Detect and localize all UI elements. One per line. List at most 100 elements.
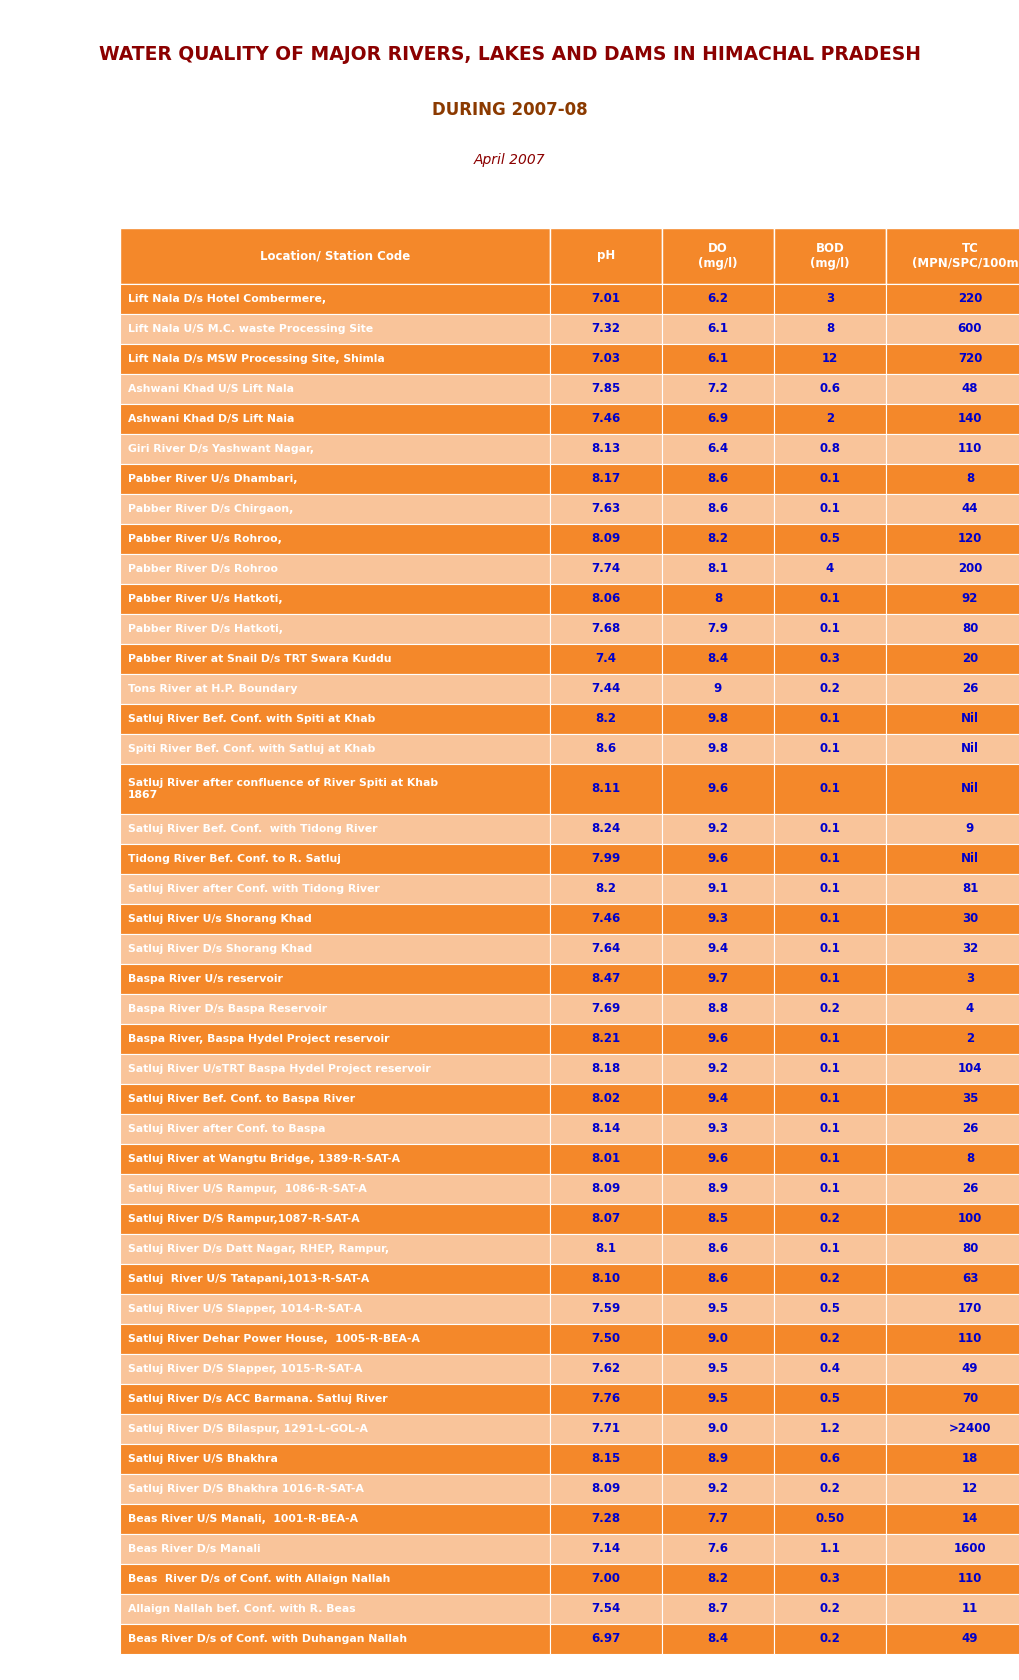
Text: 7.01: 7.01 [591, 292, 620, 306]
Text: 35: 35 [961, 1092, 977, 1105]
Text: Lift Nala U/S M.C. waste Processing Site: Lift Nala U/S M.C. waste Processing Site [127, 324, 373, 334]
Bar [773, 1354, 886, 1384]
Text: 8.2: 8.2 [707, 533, 728, 546]
Text: 9.7: 9.7 [707, 973, 728, 986]
Text: 7.62: 7.62 [591, 1362, 620, 1376]
Text: 7.6: 7.6 [707, 1542, 728, 1556]
Text: 7.14: 7.14 [591, 1542, 620, 1556]
Text: 8.02: 8.02 [591, 1092, 620, 1105]
Bar [549, 1053, 661, 1084]
Bar [549, 585, 661, 613]
Bar [661, 964, 773, 995]
Text: 7.46: 7.46 [591, 912, 620, 926]
Bar [773, 704, 886, 734]
Text: 9.6: 9.6 [707, 852, 728, 865]
Text: 0.2: 0.2 [818, 682, 840, 696]
Bar [886, 433, 1019, 464]
Bar [886, 1384, 1019, 1415]
Text: 8.2: 8.2 [595, 882, 615, 895]
Text: 0.3: 0.3 [818, 1572, 840, 1586]
Text: 8.14: 8.14 [591, 1122, 620, 1136]
Bar [549, 433, 661, 464]
Text: 0.1: 0.1 [818, 942, 840, 956]
Bar [549, 403, 661, 433]
Bar [773, 1053, 886, 1084]
Bar [661, 1174, 773, 1205]
Bar [120, 554, 549, 585]
Bar [886, 964, 1019, 995]
Bar [120, 674, 549, 704]
Bar [661, 704, 773, 734]
Text: 9.3: 9.3 [707, 912, 728, 926]
Text: 20: 20 [961, 652, 977, 665]
Text: 9.8: 9.8 [707, 743, 728, 756]
Bar [661, 1445, 773, 1473]
Bar [661, 1354, 773, 1384]
Bar [661, 815, 773, 843]
Text: Lift Nala D/s MSW Processing Site, Shimla: Lift Nala D/s MSW Processing Site, Shiml… [127, 354, 384, 365]
Bar [661, 1594, 773, 1625]
Text: 9.2: 9.2 [707, 1482, 728, 1495]
Bar [773, 1564, 886, 1594]
Bar [773, 1025, 886, 1053]
Bar [661, 643, 773, 674]
Bar [549, 1263, 661, 1294]
Bar [886, 1235, 1019, 1263]
Bar [886, 1594, 1019, 1625]
Text: 9.0: 9.0 [707, 1332, 728, 1346]
Bar [549, 1324, 661, 1354]
Bar [773, 1384, 886, 1415]
Bar [661, 1294, 773, 1324]
Text: 8.13: 8.13 [591, 442, 620, 455]
Bar [661, 284, 773, 314]
Text: 0.1: 0.1 [818, 912, 840, 926]
Bar [886, 1354, 1019, 1384]
Text: 44: 44 [961, 502, 977, 516]
Text: 600: 600 [957, 323, 981, 336]
Text: 0.8: 0.8 [818, 442, 840, 455]
Bar [886, 314, 1019, 344]
Bar [773, 815, 886, 843]
Text: 7.74: 7.74 [591, 563, 620, 576]
Bar [120, 734, 549, 764]
Bar [549, 1534, 661, 1564]
Text: TC
(MPN/SPC/100ml): TC (MPN/SPC/100ml) [911, 242, 1019, 270]
Text: 0.2: 0.2 [818, 1272, 840, 1285]
Text: 0.1: 0.1 [818, 502, 840, 516]
Bar [661, 1625, 773, 1655]
Text: Spiti River Bef. Conf. with Satluj at Khab: Spiti River Bef. Conf. with Satluj at Kh… [127, 744, 375, 754]
Text: 8.6: 8.6 [595, 743, 615, 756]
Text: 0.2: 0.2 [818, 1213, 840, 1225]
Bar [549, 1354, 661, 1384]
Text: Tidong River Bef. Conf. to R. Satluj: Tidong River Bef. Conf. to R. Satluj [127, 853, 340, 864]
Bar [120, 1114, 549, 1144]
Text: 7.44: 7.44 [591, 682, 620, 696]
Text: Beas River D/s Manali: Beas River D/s Manali [127, 1544, 261, 1554]
Text: 8: 8 [713, 593, 721, 605]
Bar [549, 934, 661, 964]
Text: DO
(mg/l): DO (mg/l) [698, 242, 737, 270]
Text: Ashwani Khad D/S Lift Naia: Ashwani Khad D/S Lift Naia [127, 413, 294, 423]
Bar [120, 1263, 549, 1294]
Bar [886, 1205, 1019, 1235]
Bar [886, 1294, 1019, 1324]
Text: 720: 720 [957, 353, 981, 366]
Bar [120, 1594, 549, 1625]
Bar [661, 554, 773, 585]
Text: Tons River at H.P. Boundary: Tons River at H.P. Boundary [127, 684, 298, 694]
Bar [773, 995, 886, 1025]
Bar [886, 1053, 1019, 1084]
Bar [661, 494, 773, 524]
Text: Pabber River U/s Hatkoti,: Pabber River U/s Hatkoti, [127, 595, 282, 605]
Text: 0.1: 0.1 [818, 1243, 840, 1255]
Bar [120, 1445, 549, 1473]
Bar [773, 734, 886, 764]
Bar [549, 375, 661, 403]
Bar [120, 1025, 549, 1053]
Text: 6.2: 6.2 [707, 292, 728, 306]
Text: Beas River D/s of Conf. with Duhangan Nallah: Beas River D/s of Conf. with Duhangan Na… [127, 1635, 407, 1645]
Text: 4: 4 [965, 1003, 973, 1015]
Bar [120, 585, 549, 613]
Bar [120, 1504, 549, 1534]
Bar [549, 228, 661, 284]
